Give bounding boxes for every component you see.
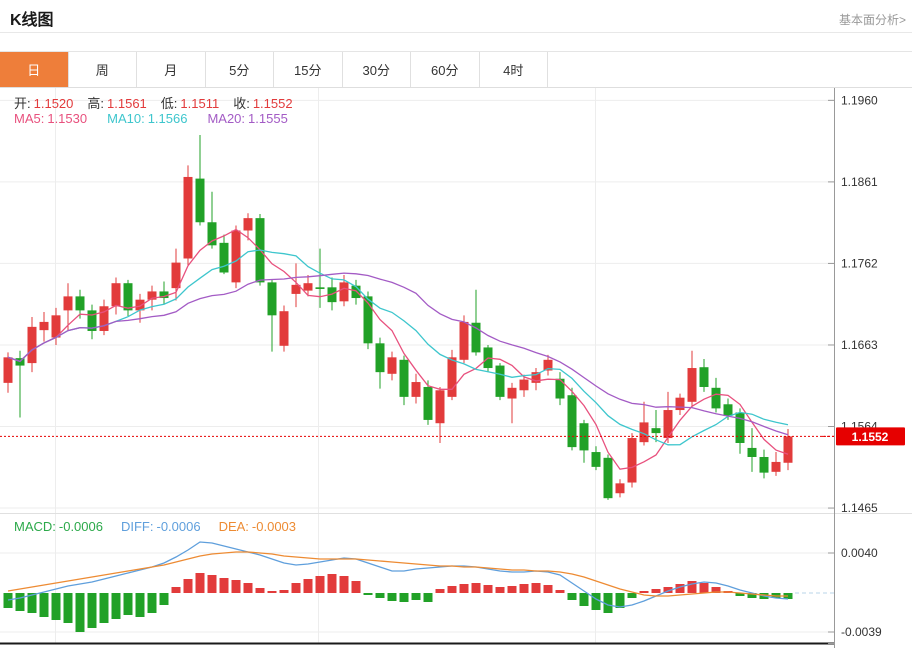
macd-histogram xyxy=(3,573,793,632)
ma-line xyxy=(7,228,789,470)
tab-日[interactable]: 日 xyxy=(0,52,69,87)
tab-15分[interactable]: 15分 xyxy=(274,52,343,87)
legend-item: MA20: 1.1555 xyxy=(207,111,288,126)
interval-tab-bar: 日周月 5分 15分 30分 60分 4时 xyxy=(0,51,912,88)
ma-line xyxy=(7,272,789,436)
diff-line xyxy=(7,541,789,608)
fundamental-analysis-link[interactable]: 基本面分析> xyxy=(838,13,906,27)
legend-item: 开: 1.1520 xyxy=(14,96,74,111)
axis-label: 1.1762 xyxy=(841,256,878,270)
axis-label: 1.1960 xyxy=(841,93,878,107)
legend-item: MA5: 1.1530 xyxy=(14,111,88,126)
legend-item: DEA: -0.0003 xyxy=(218,519,297,534)
legend-item: 低: 1.1511 xyxy=(160,96,220,111)
axis-label: 1.1465 xyxy=(841,501,878,515)
legend-item: 收: 1.1552 xyxy=(233,96,293,111)
axis-label: 1.1663 xyxy=(841,338,878,352)
current-price-tag-text: 1.1552 xyxy=(852,430,889,444)
ma-legend: MA5: 1.1530 MA10: 1.1566 MA20: 1.1555 xyxy=(14,111,288,126)
axis-label: 0.0040 xyxy=(841,546,878,560)
header: K线图 基本面分析> xyxy=(0,0,912,33)
ohlc-legend: 开: 1.1520 高: 1.1561 低: 1.1511 收: 1.1552 xyxy=(14,93,293,112)
candles-layer xyxy=(3,134,793,500)
tab-4时[interactable]: 4时 xyxy=(479,52,548,87)
dea-line xyxy=(7,551,788,597)
ma-line xyxy=(7,249,789,446)
tab-30分[interactable]: 30分 xyxy=(342,52,411,87)
axis-label: 1.1861 xyxy=(841,175,878,189)
legend-item: 高: 1.1561 xyxy=(87,96,147,111)
page-title: K线图 xyxy=(10,12,54,29)
tab-60分[interactable]: 60分 xyxy=(411,52,480,87)
macd-legend: MACD: -0.0006 DIFF: -0.0006 DEA: -0.0003 xyxy=(14,519,296,534)
legend-item: MA10: 1.1566 xyxy=(107,111,188,126)
legend-item: MACD: -0.0006 xyxy=(14,519,103,534)
tab-周[interactable]: 周 xyxy=(68,52,137,87)
legend-item: DIFF: -0.0006 xyxy=(120,519,201,534)
current-price-tag xyxy=(836,427,905,446)
tab-月[interactable]: 月 xyxy=(137,52,206,87)
tab-5分[interactable]: 5分 xyxy=(205,52,274,87)
axis-label: -0.0039 xyxy=(841,625,882,639)
